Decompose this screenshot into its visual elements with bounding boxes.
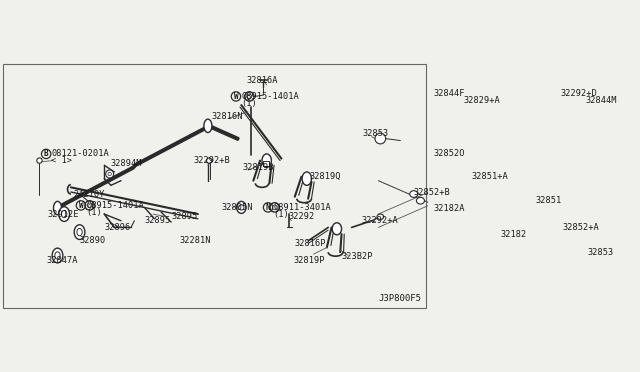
Ellipse shape: [54, 201, 61, 215]
Bar: [495, 205, 521, 227]
Text: 32890: 32890: [79, 236, 106, 245]
Text: 32819B: 32819B: [243, 163, 274, 172]
Text: 32896: 32896: [104, 223, 131, 232]
Text: 323B2P: 323B2P: [342, 252, 373, 262]
Circle shape: [442, 154, 452, 163]
Ellipse shape: [452, 122, 456, 128]
Circle shape: [375, 133, 386, 144]
Text: 32912E: 32912E: [47, 209, 79, 219]
Circle shape: [591, 247, 602, 257]
Ellipse shape: [262, 154, 271, 167]
Bar: [586, 99, 591, 122]
Text: 32851+A: 32851+A: [472, 172, 509, 181]
Ellipse shape: [237, 201, 246, 214]
Ellipse shape: [59, 207, 70, 221]
Text: N: N: [266, 203, 270, 212]
Text: (1): (1): [241, 99, 257, 108]
Text: 32895: 32895: [145, 216, 171, 225]
Text: 32895: 32895: [171, 212, 197, 221]
Ellipse shape: [410, 191, 418, 198]
Text: 32894M: 32894M: [111, 159, 143, 168]
Ellipse shape: [377, 214, 383, 219]
Ellipse shape: [55, 252, 60, 259]
Text: 32844F: 32844F: [434, 89, 465, 98]
Ellipse shape: [108, 172, 111, 176]
Text: 32292: 32292: [288, 212, 314, 221]
Text: 32182A: 32182A: [434, 204, 465, 213]
Ellipse shape: [52, 248, 63, 263]
Text: 32816N: 32816N: [211, 112, 243, 121]
Ellipse shape: [332, 223, 342, 235]
Text: B: B: [44, 150, 49, 158]
Text: 32805N: 32805N: [221, 203, 253, 212]
Text: 32852+A: 32852+A: [562, 223, 599, 232]
Text: 32851: 32851: [536, 196, 562, 205]
Circle shape: [239, 205, 244, 210]
Circle shape: [502, 224, 509, 231]
Ellipse shape: [451, 78, 456, 83]
Text: 08915-1401A: 08915-1401A: [241, 92, 299, 101]
Text: J3P800F5: J3P800F5: [378, 295, 421, 304]
Text: 32853: 32853: [588, 248, 614, 257]
Text: 32182: 32182: [500, 230, 527, 238]
Text: 32829+A: 32829+A: [463, 96, 500, 105]
Ellipse shape: [106, 170, 114, 178]
Circle shape: [594, 250, 600, 255]
Text: 32844M: 32844M: [586, 96, 617, 105]
Ellipse shape: [207, 158, 212, 163]
Ellipse shape: [467, 187, 473, 193]
Bar: [264, 161, 269, 166]
Ellipse shape: [61, 211, 67, 218]
Text: 32819P: 32819P: [294, 256, 325, 265]
Text: 32853: 32853: [363, 129, 389, 138]
Ellipse shape: [417, 198, 424, 204]
Ellipse shape: [479, 196, 487, 201]
Text: 32292+B: 32292+B: [193, 156, 230, 165]
Text: W: W: [79, 201, 83, 210]
Text: 32281N: 32281N: [180, 236, 211, 245]
Text: W: W: [234, 92, 238, 101]
Bar: [569, 132, 575, 144]
Text: 08911-3401A: 08911-3401A: [273, 203, 331, 212]
Circle shape: [611, 115, 631, 135]
Text: 24210Y: 24210Y: [73, 189, 104, 199]
Circle shape: [616, 120, 627, 131]
Circle shape: [36, 158, 42, 163]
Text: 08121-0201A: 08121-0201A: [51, 150, 109, 158]
Text: 32292+A: 32292+A: [362, 216, 398, 225]
Ellipse shape: [204, 119, 212, 132]
Text: 0B915-1401A: 0B915-1401A: [86, 201, 144, 210]
Text: 32819Q: 32819Q: [310, 172, 341, 181]
Ellipse shape: [572, 230, 582, 235]
Ellipse shape: [74, 225, 85, 240]
Text: < 1>: < 1>: [51, 156, 72, 165]
Ellipse shape: [564, 223, 573, 228]
Text: (1): (1): [273, 209, 289, 219]
Text: 32292+D: 32292+D: [561, 89, 598, 98]
Text: 32847A: 32847A: [46, 256, 77, 265]
Text: (1): (1): [86, 208, 102, 217]
Circle shape: [447, 207, 453, 214]
Text: 32852O: 32852O: [434, 150, 465, 158]
Ellipse shape: [302, 172, 312, 185]
Text: 32816A: 32816A: [246, 76, 278, 85]
Text: 32852+B: 32852+B: [413, 187, 451, 196]
Ellipse shape: [545, 211, 552, 216]
Ellipse shape: [77, 228, 82, 236]
Ellipse shape: [472, 191, 481, 197]
Text: 32816P: 32816P: [295, 239, 326, 248]
